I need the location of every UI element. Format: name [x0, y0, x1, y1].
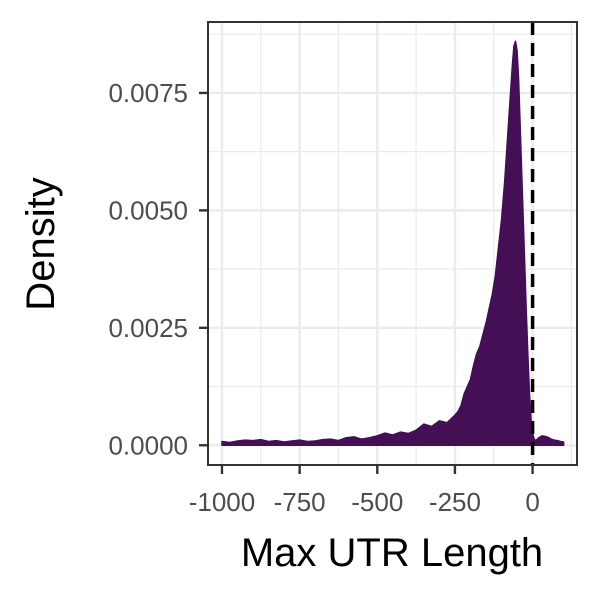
- x-tick-label: -750: [274, 487, 326, 517]
- plot-panel: [207, 21, 578, 466]
- y-tick-label: 0.0025: [108, 313, 188, 343]
- y-tick-label: 0.0075: [108, 78, 188, 108]
- density-area: [221, 40, 565, 447]
- y-axis-title: Density: [19, 177, 63, 310]
- y-tick-label: 0.0050: [108, 195, 188, 225]
- x-tick-label: -500: [351, 487, 403, 517]
- y-tick-label: 0.0000: [108, 430, 188, 460]
- panel-border: [207, 21, 578, 466]
- x-tick-label: 0: [525, 487, 539, 517]
- x-axis-title: Max UTR Length: [241, 531, 543, 575]
- x-tick-label: -250: [429, 487, 481, 517]
- x-tick-label: -1000: [189, 487, 256, 517]
